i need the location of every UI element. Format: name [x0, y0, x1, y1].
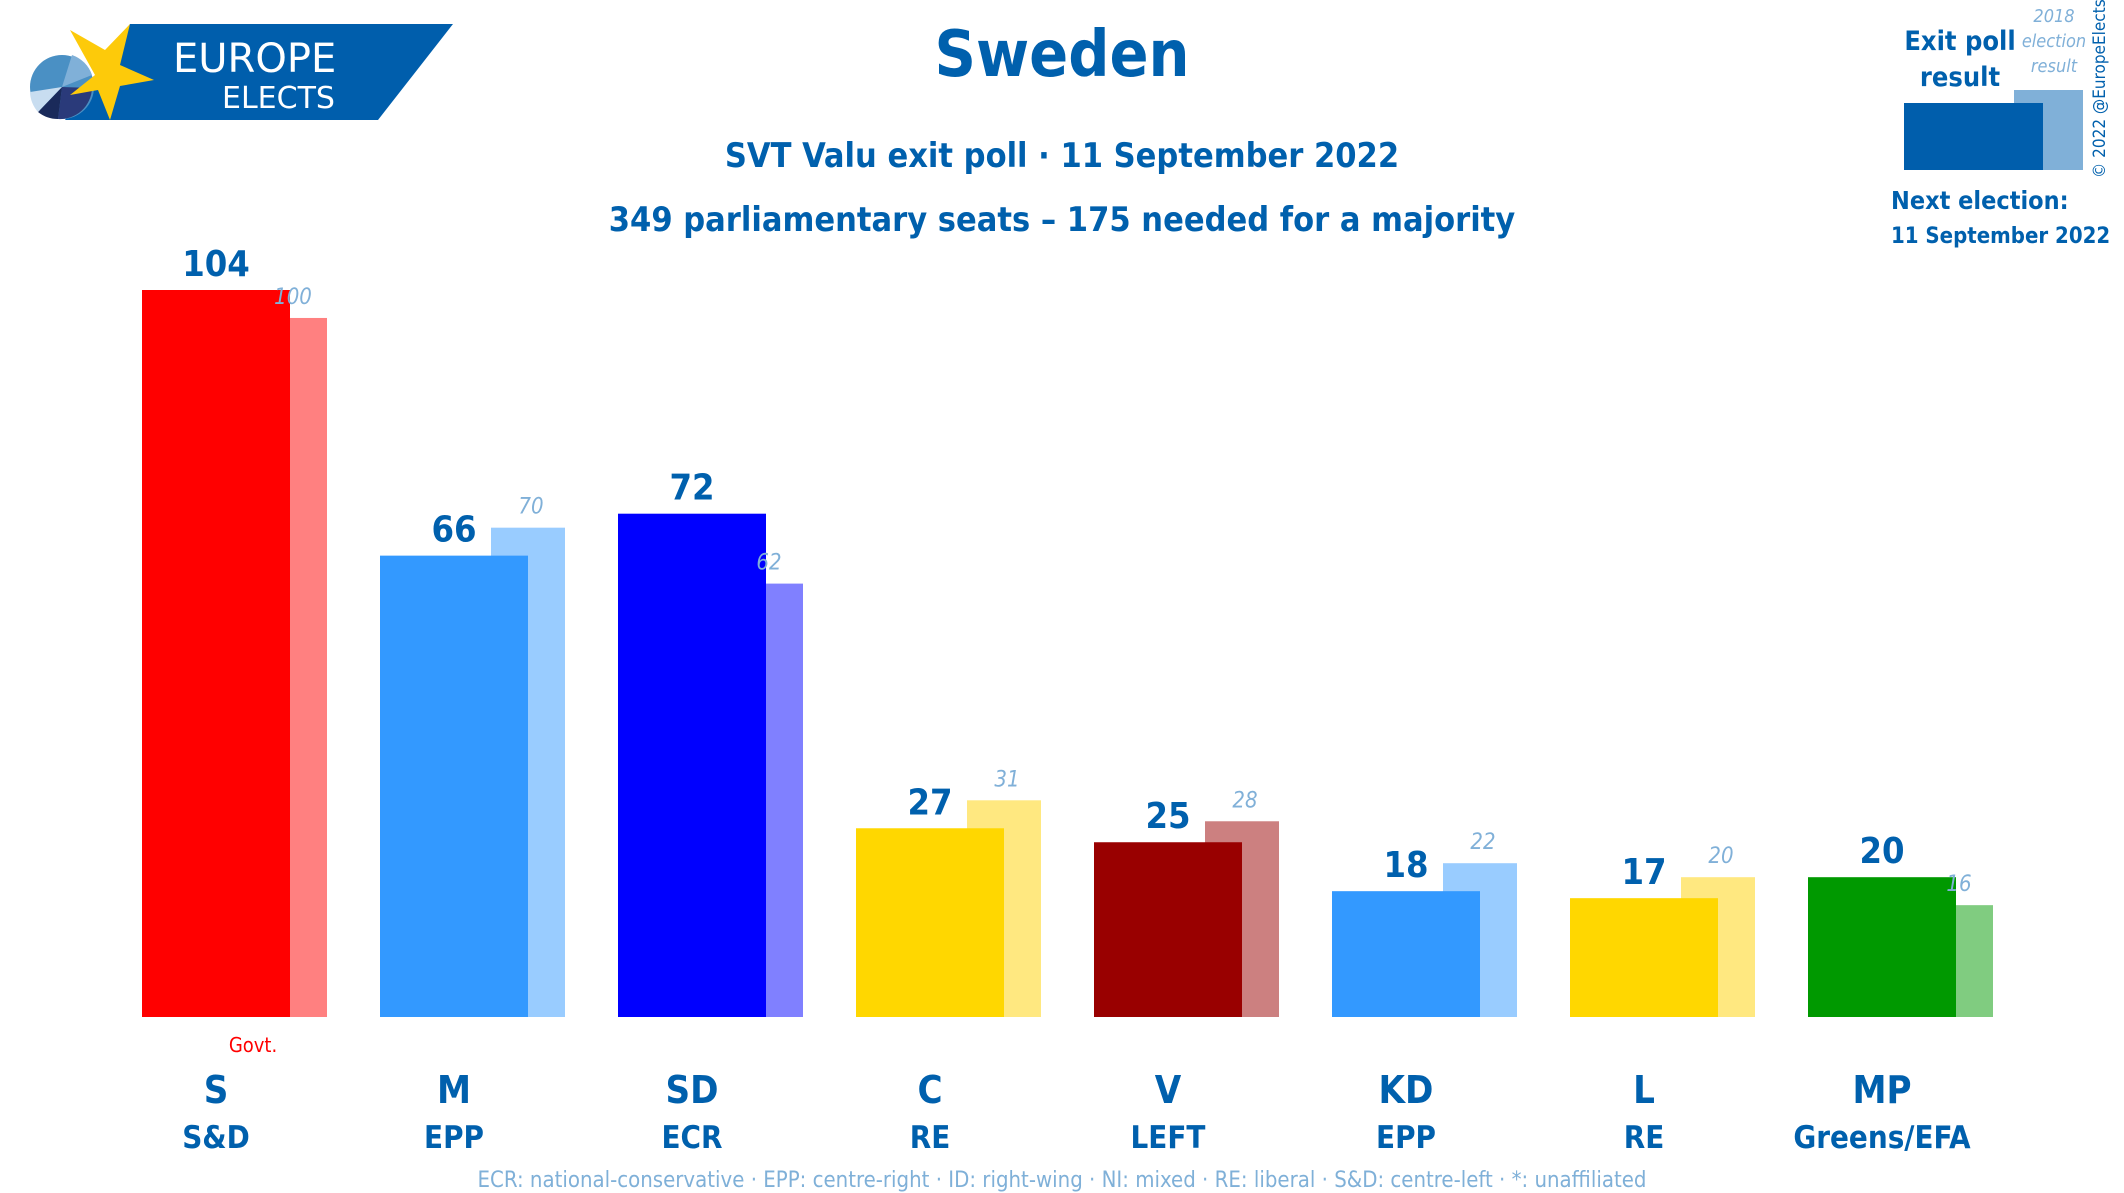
legend-previous-label: 2018 election result: [2021, 6, 2087, 77]
previous-value-label-S: 100: [274, 285, 312, 310]
value-label-C: 27: [907, 782, 952, 823]
govt-annotation: Govt.: [229, 1033, 277, 1057]
bar-current-V: [1094, 842, 1242, 1017]
party-label-KD: KD: [1379, 1068, 1434, 1112]
legend-current-label: Exit poll result: [1904, 26, 2016, 93]
value-label-MP: 20: [1859, 831, 1904, 872]
party-label-S: S: [204, 1068, 229, 1112]
previous-value-label-M: 70: [518, 495, 543, 520]
value-label-S: 104: [182, 244, 250, 285]
next-election-date: 11 September 2022: [1891, 224, 2111, 249]
party-label-MP: MP: [1852, 1068, 1911, 1112]
bar-current-SD: [618, 513, 766, 1017]
group-label-MP: Greens/EFA: [1793, 1120, 1971, 1156]
group-label-M: EPP: [424, 1120, 484, 1156]
group-label-S: S&D: [182, 1120, 250, 1156]
bar-current-MP: [1808, 877, 1956, 1017]
party-label-C: C: [917, 1068, 942, 1112]
previous-value-label-SD: 62: [756, 551, 781, 576]
group-label-L: RE: [1624, 1120, 1665, 1156]
party-label-V: V: [1155, 1068, 1182, 1112]
previous-value-label-L: 20: [1708, 844, 1733, 869]
bar-current-M: [380, 555, 528, 1017]
legend-current-swatch: [1904, 103, 2043, 170]
page-title: Sweden: [934, 18, 1190, 92]
svg-text:ELECTS: ELECTS: [222, 81, 335, 116]
value-label-V: 25: [1145, 796, 1190, 837]
bar-current-C: [856, 828, 1004, 1017]
next-election-label: Next election:: [1891, 186, 2069, 215]
bar-current-KD: [1332, 891, 1480, 1017]
value-label-SD: 72: [669, 468, 714, 509]
europe-elects-logo: EUROPE ELECTS: [30, 24, 453, 120]
value-label-M: 66: [431, 510, 476, 551]
bar-current-L: [1570, 898, 1718, 1017]
svg-text:EUROPE: EUROPE: [173, 36, 336, 82]
previous-value-label-MP: 16: [1946, 872, 1971, 897]
value-label-L: 17: [1621, 852, 1666, 893]
group-label-C: RE: [910, 1120, 951, 1156]
party-label-M: M: [437, 1068, 471, 1112]
group-label-SD: ECR: [661, 1120, 722, 1156]
footer-legend: ECR: national-conservative · EPP: centre…: [477, 1168, 1647, 1193]
previous-value-label-C: 31: [994, 767, 1019, 792]
group-label-KD: EPP: [1376, 1120, 1436, 1156]
seats-note: 349 parliamentary seats – 175 needed for…: [608, 200, 1516, 240]
group-label-V: LEFT: [1131, 1120, 1206, 1156]
previous-value-label-KD: 22: [1470, 830, 1495, 855]
subtitle: SVT Valu exit poll · 11 September 2022: [724, 136, 1400, 176]
party-label-SD: SD: [665, 1068, 718, 1112]
previous-value-label-V: 28: [1232, 788, 1257, 813]
bar-current-S: [142, 290, 290, 1017]
value-label-KD: 18: [1383, 845, 1428, 886]
party-label-L: L: [1633, 1068, 1655, 1112]
